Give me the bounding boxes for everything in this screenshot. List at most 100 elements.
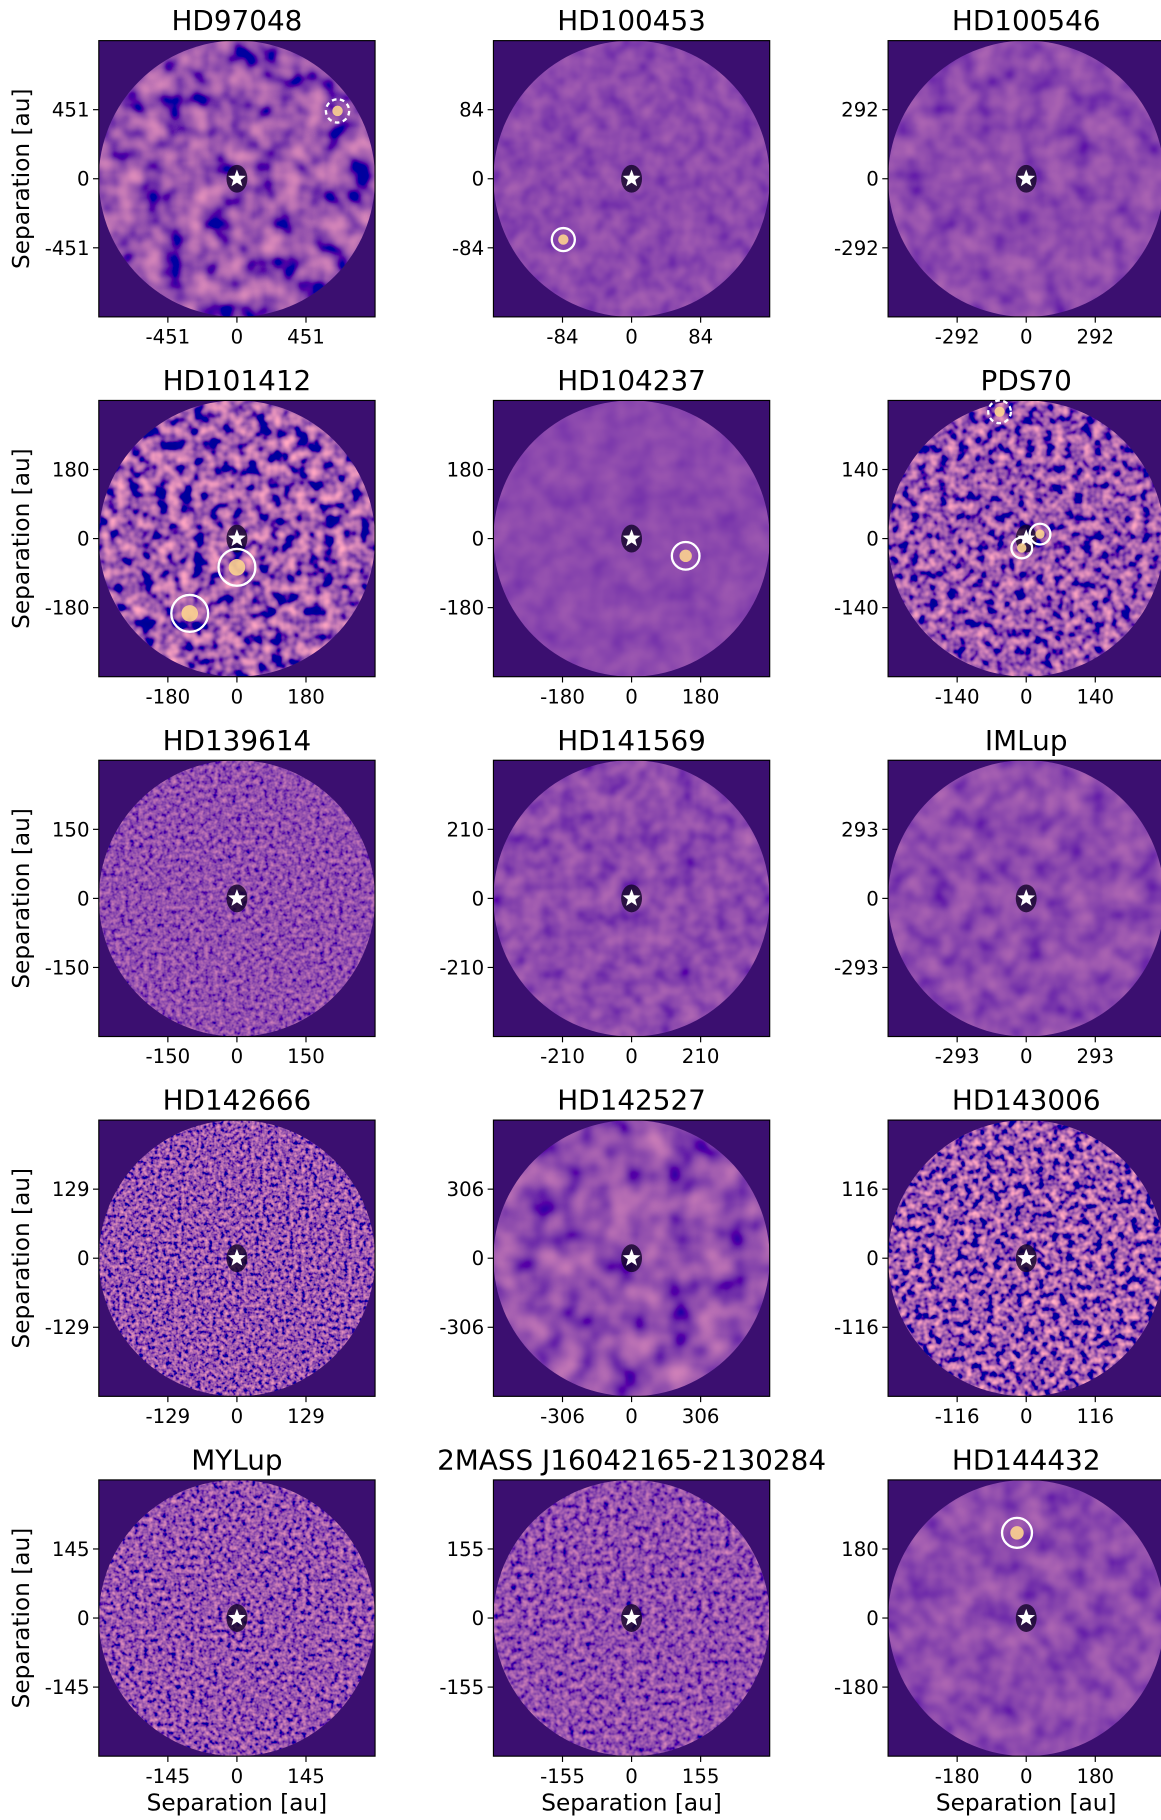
y-tick-label: -180 (834, 1676, 879, 1699)
y-tick-label: -150 (45, 956, 90, 979)
y-tick-label: 293 (841, 818, 879, 841)
panel: 2MASS J16042165-2130284-155 0 155-1550155S… (437, 1443, 826, 1816)
x-tick-label: 0 (625, 1045, 638, 1068)
x-axis-label: Separation [au] (541, 1790, 722, 1817)
x-tick-label: 129 (287, 1405, 325, 1428)
x-tick-label: -84 (546, 326, 578, 349)
x-tick-label: 0 (1020, 1045, 1033, 1068)
panel: HD143006 -116 0 116 -116 0 116 (834, 1084, 1161, 1428)
x-tick-label: 0 (231, 1765, 244, 1788)
star-marker (228, 1248, 246, 1266)
panel: HD101412 -180 0 180 -180 0 180 Separation [au] (8, 364, 376, 708)
panel-title: HD144432 (952, 1443, 1101, 1476)
planet-glow (679, 549, 692, 563)
panel-title: HD139614 (163, 724, 312, 757)
y-tick-label: -293 (834, 956, 879, 979)
planet-glow (1017, 543, 1027, 553)
x-tick-label: -150 (145, 1045, 190, 1068)
x-tick-label: 0 (625, 1765, 638, 1788)
panel: PDS70 -140 0 140 -140 0 140 (834, 364, 1161, 708)
y-axis-label: Separation [au] (8, 448, 35, 629)
y-tick-label: 306 (447, 1178, 485, 1201)
y-tick-label: -116 (834, 1316, 879, 1339)
y-axis-label: Separation [au] (8, 1168, 35, 1349)
y-tick-label: 0 (77, 1607, 90, 1630)
star-marker (228, 1608, 246, 1626)
y-tick-label: -292 (834, 237, 879, 260)
y-tick-label: 0 (472, 1607, 485, 1630)
panel: HD97048 -451 0 451 -451 0 451 Separation [au] (8, 4, 376, 349)
x-tick-label: 150 (287, 1045, 325, 1068)
x-tick-label: -116 (935, 1405, 980, 1428)
x-tick-label: 155 (682, 1765, 720, 1788)
x-tick-label: 0 (625, 685, 638, 708)
x-tick-label: 84 (688, 326, 713, 349)
x-tick-label: -145 (145, 1765, 190, 1788)
y-tick-label: 180 (841, 1538, 879, 1561)
companion-marker (1028, 522, 1052, 546)
y-axis-label: Separation [au] (8, 88, 35, 269)
planet-glow (558, 234, 569, 245)
y-tick-label: -84 (452, 237, 484, 260)
panel: HD139614 -150 0 150 -150 0 150 Separation [au] (8, 724, 376, 1068)
y-tick-label: 0 (472, 168, 485, 191)
planet-glow (1035, 529, 1045, 539)
x-tick-label: 180 (1076, 1765, 1114, 1788)
y-tick-label: -210 (439, 956, 484, 979)
y-tick-label: 0 (866, 168, 879, 191)
x-tick-label: 180 (682, 685, 720, 708)
x-tick-label: 0 (231, 326, 244, 349)
star-marker (1017, 1608, 1036, 1626)
y-tick-label: 150 (52, 818, 90, 841)
star-marker (1017, 1248, 1036, 1266)
y-tick-label: 451 (52, 99, 90, 122)
x-tick-label: 145 (287, 1765, 325, 1788)
panel-title: HD142527 (557, 1084, 706, 1117)
x-tick-label: 0 (1020, 685, 1033, 708)
y-tick-label: 116 (841, 1178, 879, 1201)
planet-glow (228, 559, 246, 576)
panel-title: HD97048 (171, 4, 302, 37)
panel-title: HD100453 (557, 4, 706, 37)
companion-marker (170, 593, 210, 633)
x-tick-label: -210 (540, 1045, 585, 1068)
companion-marker (1000, 1516, 1034, 1549)
y-tick-label: -306 (439, 1316, 484, 1339)
companion-marker (987, 399, 1013, 425)
planet-glow (994, 406, 1005, 417)
y-tick-label: 155 (447, 1538, 485, 1561)
x-tick-label: -306 (540, 1405, 585, 1428)
y-tick-label: -145 (45, 1676, 90, 1699)
y-tick-label: 145 (52, 1538, 90, 1561)
x-tick-label: 0 (1020, 1405, 1033, 1428)
y-tick-label: 129 (52, 1178, 90, 1201)
y-tick-label: 0 (866, 1247, 879, 1270)
star-marker (622, 169, 641, 187)
x-tick-label: -129 (145, 1405, 190, 1428)
y-tick-label: 0 (77, 168, 90, 191)
x-tick-label: 0 (1020, 326, 1033, 349)
star-marker (228, 889, 246, 906)
star-marker (1017, 889, 1036, 906)
x-axis-label: Separation [au] (147, 1790, 328, 1817)
x-tick-label: 451 (287, 326, 325, 349)
x-tick-label: 180 (287, 685, 325, 708)
panel: IMLup -293 0 293 -293 0 293 (834, 724, 1161, 1068)
x-tick-label: 0 (1020, 1765, 1033, 1788)
y-tick-label: 84 (459, 99, 484, 122)
y-axis-label: Separation [au] (8, 808, 35, 989)
x-tick-label: -180 (540, 685, 585, 708)
panel-title: PDS70 (981, 364, 1072, 397)
star-marker (622, 1608, 641, 1626)
x-tick-label: 140 (1076, 685, 1114, 708)
panel: HD104237 -180 0 180 -180 0 180 (439, 364, 771, 708)
y-tick-label: -155 (439, 1676, 484, 1699)
y-tick-label: 180 (447, 458, 485, 481)
y-tick-label: 292 (841, 99, 879, 122)
panel: HD100453 -84 0 84 -84 0 84 (452, 4, 771, 349)
x-tick-label: 210 (682, 1045, 720, 1068)
